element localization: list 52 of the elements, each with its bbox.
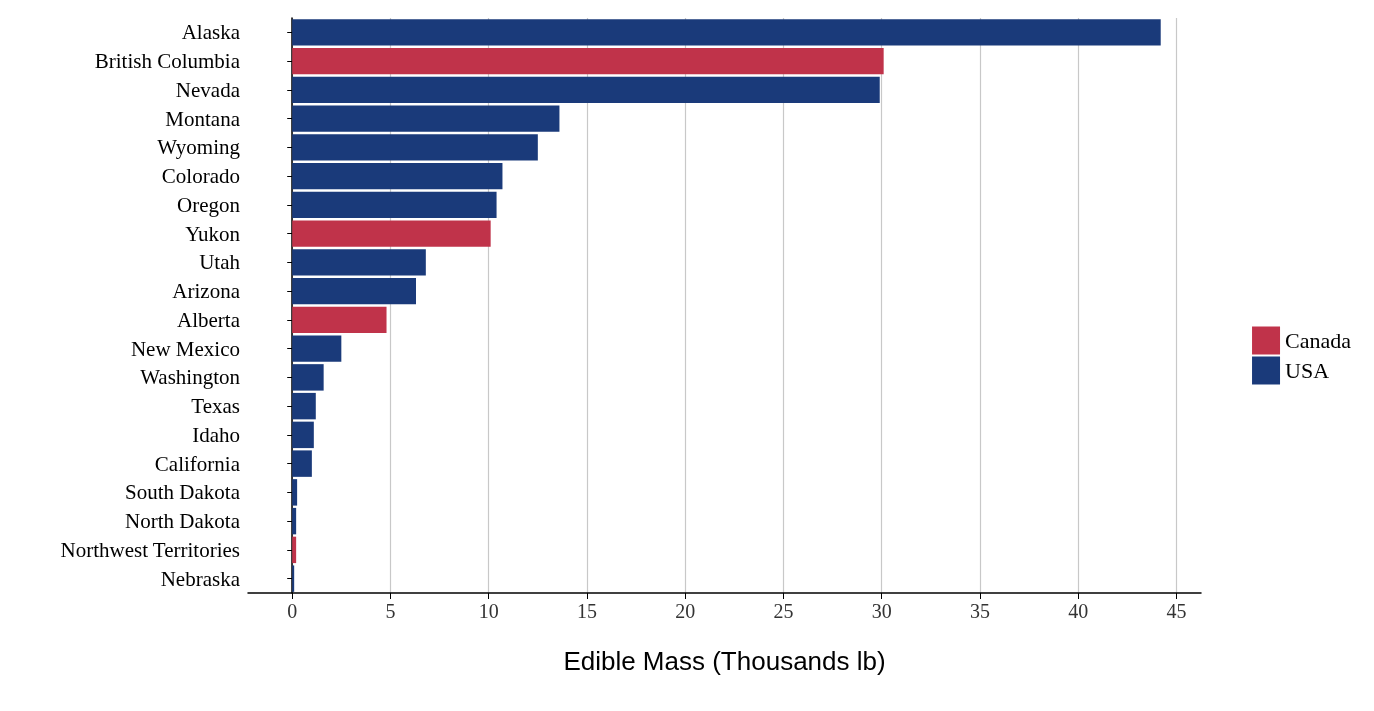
y-tick-label: New Mexico xyxy=(130,336,240,361)
bar xyxy=(292,450,312,477)
bar xyxy=(292,19,1161,46)
y-tick-label: Nevada xyxy=(175,77,241,102)
bar xyxy=(292,191,497,219)
y-tick-label: Texas xyxy=(191,394,240,419)
y-tick-label: North Dakota xyxy=(125,509,241,534)
bar xyxy=(292,507,297,535)
bar xyxy=(292,47,884,75)
x-tick-label: 45 xyxy=(1166,600,1187,622)
y-tick-label: Wyoming xyxy=(157,135,241,160)
y-tick-label: Colorado xyxy=(161,164,240,189)
bar xyxy=(292,105,560,132)
y-tick-label: Washington xyxy=(140,365,241,390)
y-tick-label: South Dakota xyxy=(125,480,241,505)
x-tick-label: 20 xyxy=(675,600,696,622)
y-tick-label: California xyxy=(154,451,241,476)
x-tick-label: 30 xyxy=(871,600,892,622)
x-tick-label: 0 xyxy=(287,600,298,622)
x-tick-label: 25 xyxy=(773,600,794,622)
bar xyxy=(292,364,324,391)
y-tick-label: Alaska xyxy=(181,20,241,45)
x-tick-label: 35 xyxy=(969,600,990,622)
legend-label: USA xyxy=(1285,358,1330,383)
y-tick-label: Oregon xyxy=(177,192,241,217)
y-tick-label: British Columbia xyxy=(94,49,241,74)
bar xyxy=(292,220,491,247)
y-tick-label: Nebraska xyxy=(160,566,241,591)
bar xyxy=(292,392,316,420)
y-tick-label: Yukon xyxy=(185,221,241,246)
y-tick-label: Alberta xyxy=(177,307,241,332)
bar xyxy=(292,134,538,161)
bar xyxy=(292,76,880,104)
x-axis-title: Edible Mass (Thousands lb) xyxy=(563,646,886,676)
bar xyxy=(292,162,503,190)
x-tick-label: 40 xyxy=(1068,600,1089,622)
x-tick-label: 10 xyxy=(478,600,499,622)
y-tick-label: Arizona xyxy=(172,279,241,304)
bar xyxy=(292,421,314,449)
y-tick-label: Northwest Territories xyxy=(60,537,240,562)
x-tick-label: 15 xyxy=(576,600,597,622)
x-tick-label: 5 xyxy=(385,600,396,622)
bar xyxy=(292,306,387,334)
y-tick-label: Idaho xyxy=(192,422,240,447)
bar xyxy=(292,335,342,362)
y-tick-label: Utah xyxy=(199,250,241,275)
bar xyxy=(292,249,426,276)
bar xyxy=(292,536,297,564)
y-tick-label: Montana xyxy=(165,106,241,131)
bar xyxy=(292,277,416,305)
legend-label: Canada xyxy=(1285,328,1352,353)
bar xyxy=(292,479,298,506)
